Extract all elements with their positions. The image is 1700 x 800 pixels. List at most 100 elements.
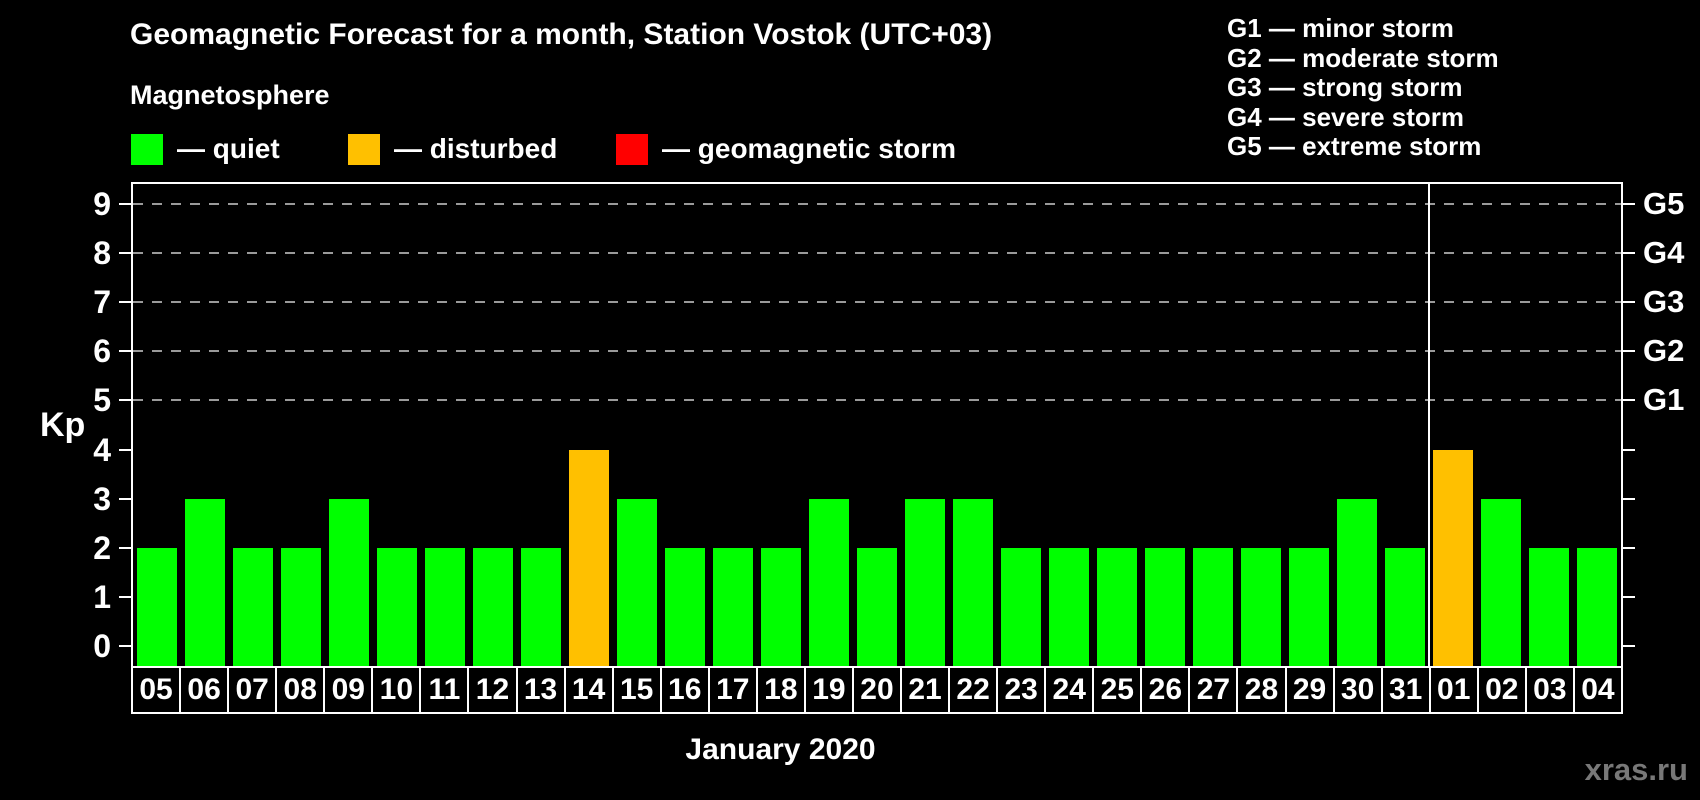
y-tick-left: [119, 301, 131, 304]
gridline-kp-9: [133, 202, 1621, 205]
y-tick-label: 9: [93, 185, 111, 222]
legend-label-disturbed: — disturbed: [394, 133, 558, 164]
right-axis-label-G1: G1: [1643, 382, 1685, 418]
y-tick-label: 6: [93, 333, 111, 370]
legend-label-storm: — geomagnetic storm: [662, 133, 957, 164]
day-label-30: 30: [1332, 666, 1383, 714]
y-tick-right: [1623, 497, 1635, 500]
y-tick-right: [1623, 645, 1635, 648]
y-tick-label: 3: [93, 480, 111, 517]
day-label-01: 01: [1428, 666, 1479, 714]
kp-bar-day-19: [809, 498, 849, 666]
day-label-09: 09: [323, 666, 374, 714]
day-label-24: 24: [1044, 666, 1095, 714]
y-tick-right: [1623, 596, 1635, 599]
kp-bar-day-12: [473, 547, 513, 666]
y-tick-left: [119, 350, 131, 353]
y-tick-right: [1623, 202, 1635, 205]
y-tick-left: [119, 251, 131, 254]
watermark: xras.ru: [1584, 752, 1688, 787]
right-axis-label-G2: G2: [1643, 333, 1685, 369]
kp-bar-day-01: [1433, 449, 1473, 666]
right-axis-label-G5: G5: [1643, 185, 1685, 221]
y-tick-label: 5: [93, 382, 111, 419]
gridline-kp-8: [133, 251, 1621, 254]
y-tick-right: [1623, 301, 1635, 304]
day-label-16: 16: [659, 666, 710, 714]
y-tick-left: [119, 596, 131, 599]
right-axis-label-G4: G4: [1643, 234, 1685, 270]
y-tick-label: 2: [93, 529, 111, 566]
storm-color-swatch: [616, 134, 648, 165]
g-scale-legend: G1 — minor storm G2 — moderate storm G3 — …: [1227, 13, 1499, 162]
kp-bar-day-06: [185, 498, 225, 666]
kp-bar-day-24: [1049, 547, 1089, 666]
gridline-kp-7: [133, 301, 1621, 304]
kp-bar-day-23: [1001, 547, 1041, 666]
y-tick-label: 0: [93, 628, 111, 665]
kp-bar-day-25: [1097, 547, 1137, 666]
kp-bar-day-31: [1385, 547, 1425, 666]
g-legend-line: G3 — strong storm: [1227, 72, 1463, 102]
disturbed-color-swatch: [348, 134, 380, 165]
day-label-08: 08: [275, 666, 326, 714]
day-label-21: 21: [900, 666, 951, 714]
kp-bar-day-28: [1241, 547, 1281, 666]
kp-bar-day-03: [1529, 547, 1569, 666]
y-axis-title: Kp: [40, 406, 86, 444]
day-label-04: 04: [1572, 666, 1623, 714]
y-tick-left: [119, 497, 131, 500]
right-axis-label-G3: G3: [1643, 284, 1685, 320]
day-label-10: 10: [371, 666, 422, 714]
day-label-14: 14: [563, 666, 614, 714]
y-tick-label: 1: [93, 579, 111, 616]
kp-bar-day-30: [1337, 498, 1377, 666]
kp-bar-day-16: [665, 547, 705, 666]
day-label-12: 12: [467, 666, 518, 714]
y-tick-right: [1623, 448, 1635, 451]
kp-bar-day-26: [1145, 547, 1185, 666]
x-axis-title: January 2020: [685, 733, 876, 766]
day-label-03: 03: [1524, 666, 1575, 714]
kp-bar-day-13: [521, 547, 561, 666]
kp-bar-day-10: [377, 547, 417, 666]
kp-bar-day-15: [617, 498, 657, 666]
x-axis-day-labels: 05 06 07 08 09 10 11 12 13 14 15 16 17 18 19 20 21 22 23 24…: [131, 666, 1623, 714]
y-tick-right: [1623, 546, 1635, 549]
y-tick-label: 7: [93, 284, 111, 321]
day-label-19: 19: [803, 666, 854, 714]
day-label-26: 26: [1140, 666, 1191, 714]
day-label-13: 13: [515, 666, 566, 714]
kp-bar-day-11: [425, 547, 465, 666]
day-label-15: 15: [611, 666, 662, 714]
kp-bar-day-07: [233, 547, 273, 666]
day-label-31: 31: [1380, 666, 1431, 714]
y-tick-left: [119, 202, 131, 205]
day-label-06: 06: [179, 666, 230, 714]
g-legend-line: G2 — moderate storm: [1227, 42, 1499, 73]
day-label-17: 17: [707, 666, 758, 714]
day-label-18: 18: [755, 666, 806, 714]
day-label-02: 02: [1476, 666, 1527, 714]
y-tick-label: 4: [93, 431, 111, 468]
day-label-27: 27: [1188, 666, 1239, 714]
day-label-20: 20: [851, 666, 902, 714]
day-label-28: 28: [1236, 666, 1287, 714]
y-tick-right: [1623, 350, 1635, 353]
gridline-kp-5: [133, 399, 1621, 402]
g-legend-line: G1 — minor storm: [1227, 13, 1454, 43]
kp-bar-day-14: [569, 449, 609, 666]
kp-bar-day-09: [329, 498, 369, 666]
day-label-25: 25: [1092, 666, 1143, 714]
kp-bar-day-21: [905, 498, 945, 666]
day-label-29: 29: [1284, 666, 1335, 714]
kp-bar-day-22: [953, 498, 993, 666]
day-label-23: 23: [996, 666, 1047, 714]
month-separator: [1428, 184, 1430, 666]
day-label-22: 22: [948, 666, 999, 714]
plot-area: 0 1 2 3 4 5 6 7 8 9 G1 G2 G3 G4 G5: [93, 182, 1684, 668]
g-legend-line: G5 — extreme storm: [1227, 131, 1482, 161]
chart-subtitle: Magnetosphere: [130, 80, 330, 110]
y-tick-left: [119, 645, 131, 648]
